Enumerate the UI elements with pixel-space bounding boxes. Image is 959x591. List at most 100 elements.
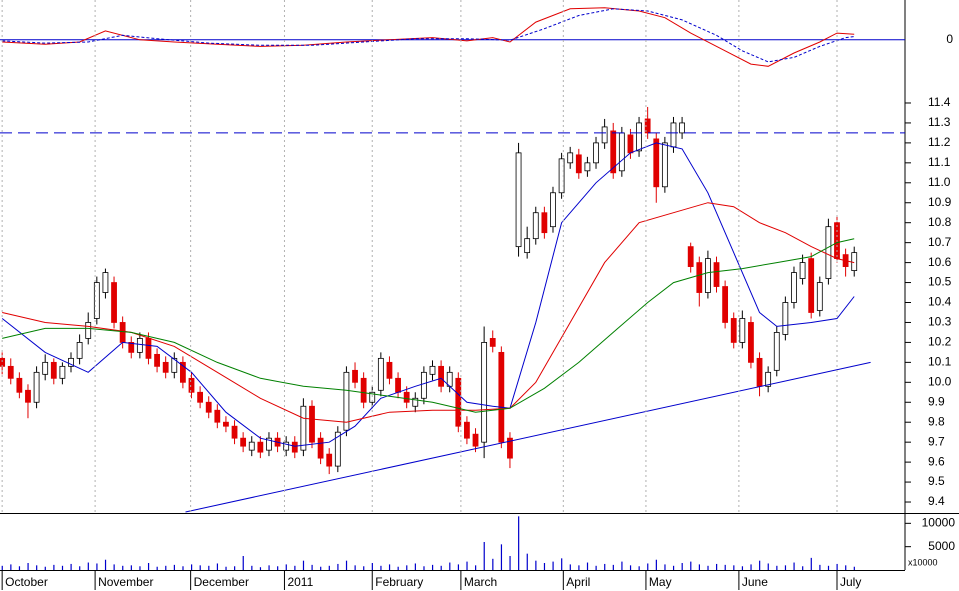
candle-body (68, 357, 74, 367)
candle-body (291, 441, 298, 453)
volume-bar (311, 564, 313, 570)
volume-bar (104, 559, 107, 570)
y-tick-label: 10.0 (928, 374, 952, 388)
y-tick-label: 9.8 (928, 414, 945, 428)
y-tick-label: 10.7 (928, 235, 952, 249)
volume-bar (595, 565, 597, 570)
candle-body (610, 130, 617, 174)
volume-bar (802, 566, 804, 570)
candle-body (765, 371, 772, 387)
y-tick-label: 11.4 (928, 95, 951, 109)
y-tick-label: 9.9 (928, 394, 945, 408)
volume-bar (173, 564, 175, 570)
volume-bar (156, 566, 158, 570)
candle-body (498, 351, 505, 443)
volume-bar (819, 564, 821, 570)
indicator-line (2, 7, 855, 67)
volume-bar (234, 566, 236, 570)
candle-body (816, 282, 823, 311)
candle-body (618, 132, 625, 172)
volume-bar (638, 566, 640, 570)
volume-bar (492, 558, 494, 570)
candle-body (326, 453, 333, 467)
x-tick-label: May (649, 575, 672, 589)
candle-body (739, 318, 746, 343)
volume-bar (302, 560, 305, 570)
volume-bar (294, 565, 296, 570)
candle-body (240, 437, 247, 447)
volume-bar (810, 557, 812, 570)
volume-bar (483, 542, 485, 570)
volume-bar (604, 563, 606, 570)
y-tick-label: 11.2 (928, 135, 951, 149)
volume-bar (27, 563, 29, 570)
candle-body (50, 361, 57, 379)
volume-bar (285, 564, 287, 570)
candle-body (464, 421, 470, 439)
candle-body (653, 138, 660, 188)
volume-bar (586, 562, 589, 570)
candle-body (575, 154, 582, 174)
candle-body (42, 361, 49, 375)
volume-bar (1, 565, 3, 570)
candle-body (205, 401, 212, 413)
volume-bar (414, 563, 416, 570)
indicator-line (2, 8, 855, 63)
volume-bar (578, 565, 580, 570)
volume-bar (466, 561, 468, 570)
volume-bar (784, 565, 787, 570)
volume-bar (561, 558, 563, 570)
candle-body (455, 377, 462, 427)
candle-body (472, 433, 479, 447)
y-tick-label: 11.0 (928, 175, 951, 189)
candle-body (352, 369, 358, 383)
candle-body (93, 282, 100, 319)
y-tick-label: 10.2 (928, 335, 952, 349)
volume-bar (122, 565, 124, 570)
volume-bar (543, 563, 546, 570)
candle-body (489, 338, 496, 347)
volume-bar (397, 566, 399, 570)
candle-body (420, 371, 427, 399)
y-tick-label: 9.4 (928, 494, 945, 508)
candle-body (188, 377, 195, 393)
volume-bar (182, 566, 184, 570)
volume-bar (199, 565, 201, 570)
volume-unit: x10000 (908, 557, 938, 567)
volume-bar (759, 560, 761, 570)
candle-body (231, 425, 238, 439)
candle-body (550, 192, 556, 228)
volume-bar (767, 563, 769, 570)
volume-bar (216, 563, 219, 570)
volume-bar (423, 566, 425, 570)
volume-bar (36, 565, 38, 570)
candle-body (317, 437, 324, 459)
y-tick-label: 5000 (928, 539, 955, 553)
volume-bar (750, 564, 752, 570)
candle-body (16, 377, 23, 393)
volume-bar (827, 565, 830, 570)
candle-body (627, 134, 634, 154)
volume-bar (716, 563, 718, 570)
candle-body (85, 322, 92, 339)
volume-bar (647, 563, 649, 570)
y-tick-label: 11.3 (928, 115, 951, 129)
moving-average (2, 238, 855, 413)
volume-bar (61, 565, 64, 570)
candle-body (705, 258, 711, 293)
candle-body (266, 437, 272, 451)
candle-body (283, 441, 290, 451)
candle-body (162, 361, 169, 373)
volume-bar (345, 560, 348, 570)
y-tick-label: 10.4 (928, 295, 952, 309)
x-tick-label: 2011 (287, 575, 313, 589)
volume-bar (664, 564, 666, 570)
x-tick-label: July (840, 575, 861, 589)
candle-body (567, 152, 574, 164)
candle-body (851, 252, 858, 271)
candle-body (644, 118, 651, 134)
volume-bar (363, 566, 365, 570)
candle-body (584, 162, 591, 172)
volume-bar (535, 560, 537, 570)
volume-bar (449, 562, 451, 570)
